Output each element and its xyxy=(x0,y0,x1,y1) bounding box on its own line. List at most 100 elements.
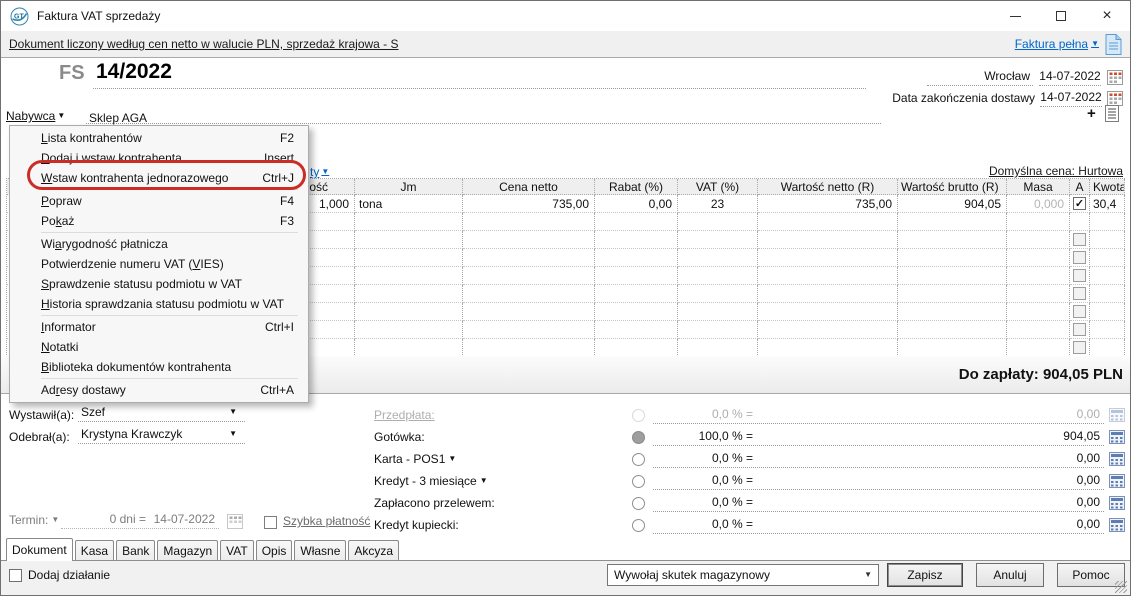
payment-method-label[interactable]: Kredyt - 3 miesiące ▼ xyxy=(374,474,632,488)
table-cell[interactable]: 904,05 xyxy=(898,195,1007,213)
city-field[interactable]: Wrocław xyxy=(927,69,1033,86)
payment-amount-field[interactable]: 0,00 xyxy=(1076,494,1100,509)
row-checkbox[interactable] xyxy=(1073,269,1086,282)
add-action-checkbox[interactable] xyxy=(9,568,22,582)
payment-percent-field[interactable]: 0,0 % = xyxy=(711,472,753,487)
payment-percent-field[interactable]: 0,0 % = xyxy=(711,516,753,531)
table-cell[interactable]: 23 xyxy=(678,195,758,213)
context-menu-item[interactable]: Wstaw kontrahenta jednorazowego Ctrl+J xyxy=(10,168,308,188)
context-menu-item[interactable]: Potwierdzenie numeru VAT (VIES) xyxy=(10,254,308,274)
context-menu-item[interactable]: Informator Ctrl+I xyxy=(10,317,308,337)
document-icon[interactable] xyxy=(1105,33,1122,55)
payment-method-label[interactable]: Zapłacono przelewem: ▼ xyxy=(374,496,632,510)
payment-method-label[interactable]: Gotówka: ▼ xyxy=(374,430,632,444)
calculator-icon[interactable] xyxy=(1109,408,1125,422)
calculator-icon[interactable] xyxy=(1109,430,1125,444)
minimize-button[interactable] xyxy=(992,1,1038,31)
payment-percent-field[interactable]: 100,0 % = xyxy=(698,428,753,443)
table-cell[interactable]: 30,4 xyxy=(1090,195,1125,213)
row-checkbox[interactable] xyxy=(1073,197,1086,210)
row-checkbox[interactable] xyxy=(1073,323,1086,336)
table-cell xyxy=(595,249,678,267)
buyer-menu-trigger[interactable]: Nabywca ▼ xyxy=(6,109,65,123)
close-button[interactable]: × xyxy=(1102,7,1112,24)
table-cell[interactable]: 735,00 xyxy=(758,195,898,213)
received-by-select[interactable]: Krystyna Krawczyk ▼ xyxy=(78,427,245,444)
tab-akcyza[interactable]: Akcyza xyxy=(348,540,400,560)
payment-radio[interactable] xyxy=(632,408,645,422)
quick-payment-label[interactable]: Szybka płatność xyxy=(283,514,371,528)
tab-dokument[interactable]: Dokument xyxy=(6,538,73,561)
calculation-mode-link[interactable]: Dokument liczony według cen netto w walu… xyxy=(9,37,399,51)
payment-method-label[interactable]: Przedpłata: ▼ xyxy=(374,408,632,422)
buyer-name[interactable]: Sklep AGA xyxy=(89,111,148,125)
row-checkbox[interactable] xyxy=(1073,305,1086,318)
row-checkbox[interactable] xyxy=(1073,341,1086,354)
table-cell[interactable] xyxy=(1070,195,1090,213)
row-checkbox[interactable] xyxy=(1073,251,1086,264)
context-menu-item[interactable]: Lista kontrahentów F2 xyxy=(10,128,308,148)
table-cell[interactable]: 735,00 xyxy=(463,195,595,213)
tab-vat[interactable]: VAT xyxy=(220,540,254,560)
payment-amount-field[interactable]: 0,00 xyxy=(1076,516,1100,531)
warehouse-effect-select[interactable]: Wywołaj skutek magazynowy ▼ xyxy=(607,564,879,586)
term-trigger[interactable]: Termin: ▼ xyxy=(9,513,61,529)
payment-radio[interactable] xyxy=(632,474,645,488)
row-checkbox[interactable] xyxy=(1073,233,1086,246)
context-menu-item[interactable]: Popraw F4 xyxy=(10,191,308,211)
payment-amount-field[interactable]: 0,00 xyxy=(1076,450,1100,465)
context-menu-item[interactable]: Notatki xyxy=(10,337,308,357)
issue-date-field[interactable]: 14-07-2022 xyxy=(1039,69,1101,86)
invoice-type-link[interactable]: Faktura pełna ▼ xyxy=(1015,37,1099,51)
payment-amount-field[interactable]: 0,00 xyxy=(1076,472,1100,487)
payment-radio[interactable] xyxy=(632,518,645,532)
maximize-button[interactable] xyxy=(1038,1,1084,31)
context-menu-item[interactable]: Biblioteka dokumentów kontrahenta xyxy=(10,357,308,377)
payment-percent-field[interactable]: 0,0 % = xyxy=(711,450,753,465)
context-menu-item[interactable]: Historia sprawdzania statusu podmiotu w … xyxy=(10,294,308,314)
calendar-icon[interactable] xyxy=(1107,91,1123,106)
calculator-icon[interactable] xyxy=(1109,452,1125,466)
resize-grip[interactable] xyxy=(1115,581,1127,593)
tab-magazyn[interactable]: Magazyn xyxy=(157,540,219,560)
context-menu-item[interactable]: Pokaż F3 xyxy=(10,211,308,231)
calculator-icon[interactable] xyxy=(1109,496,1125,510)
payment-radio[interactable] xyxy=(632,496,645,510)
payment-amount-field[interactable]: 0,00 xyxy=(1076,406,1100,421)
context-menu-item[interactable]: Sprawdzenie statusu podmiotu w VAT xyxy=(10,274,308,294)
column-header: Wartość brutto (R) xyxy=(898,179,1007,195)
tab-bank[interactable]: Bank xyxy=(116,540,156,560)
payment-percent-field[interactable]: 0,0 % = xyxy=(711,494,753,509)
document-number[interactable]: 14/2022 xyxy=(96,60,172,83)
delivery-date-field[interactable]: 14-07-2022 xyxy=(1040,90,1102,107)
row-checkbox[interactable] xyxy=(1073,287,1086,300)
tab-opis[interactable]: Opis xyxy=(255,540,293,560)
calculator-icon[interactable] xyxy=(1109,474,1125,488)
tab-kasa[interactable]: Kasa xyxy=(74,540,115,560)
table-cell[interactable]: 0,00 xyxy=(595,195,678,213)
quick-payment-checkbox[interactable] xyxy=(264,516,277,529)
payment-percent-field[interactable]: 0,0 % = xyxy=(711,406,753,421)
save-button[interactable]: Zapisz xyxy=(887,563,963,587)
table-cell[interactable]: 0,000 xyxy=(1007,195,1070,213)
default-price-link[interactable]: Domyślna cena: Hurtowa xyxy=(988,164,1123,178)
items-link-fragment[interactable]: ty ▼ xyxy=(310,165,329,179)
help-button[interactable]: Pomoc xyxy=(1057,563,1125,587)
term-date-field[interactable]: 14-07-2022 xyxy=(153,512,215,526)
payment-amount-field[interactable]: 904,05 xyxy=(1063,428,1100,443)
context-menu-item[interactable]: Wiarygodność płatnicza xyxy=(10,234,308,254)
term-days-field[interactable]: 0 dni = xyxy=(109,512,146,526)
context-menu-item[interactable]: Adresy dostawy Ctrl+A xyxy=(10,380,308,400)
payment-method-label[interactable]: Karta - POS1 ▼ xyxy=(374,452,632,466)
calendar-icon[interactable] xyxy=(1107,70,1123,85)
list-icon[interactable] xyxy=(1104,105,1119,122)
add-icon[interactable]: + xyxy=(1087,105,1096,122)
issued-by-select[interactable]: Szef ▼ xyxy=(78,405,245,422)
payment-radio[interactable] xyxy=(632,452,645,466)
tab-własne[interactable]: Własne xyxy=(294,540,347,560)
payment-method-label[interactable]: Kredyt kupiecki: ▼ xyxy=(374,518,632,532)
payment-radio[interactable] xyxy=(632,430,645,444)
cancel-button[interactable]: Anuluj xyxy=(976,563,1044,587)
table-cell[interactable]: tona xyxy=(355,195,463,213)
calculator-icon[interactable] xyxy=(1109,518,1125,532)
